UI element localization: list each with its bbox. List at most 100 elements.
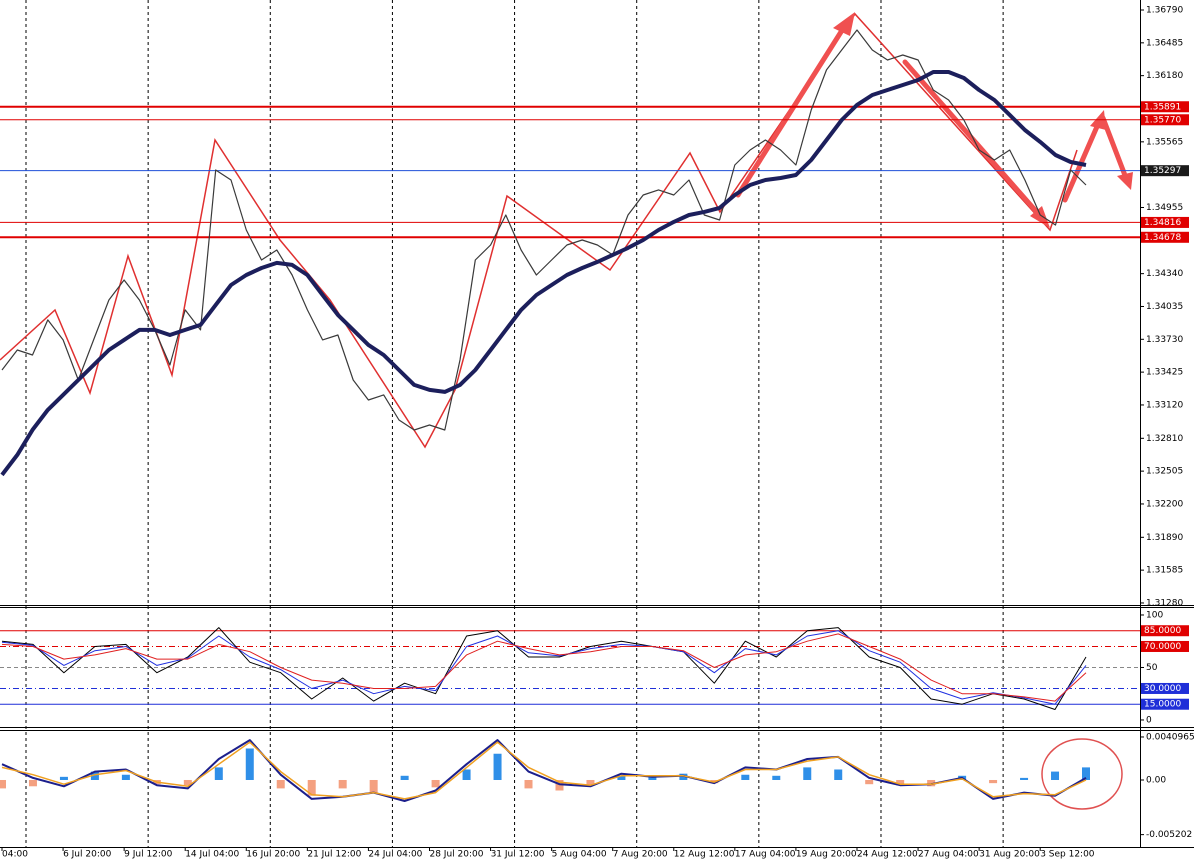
histogram-bar — [679, 773, 688, 780]
histogram-bar — [0, 779, 6, 789]
histogram-bar — [90, 771, 99, 780]
y-tick-label: -0.005202 — [1146, 830, 1192, 840]
y-tick-label: 1.33120 — [1146, 400, 1183, 410]
histogram-bar — [183, 779, 192, 786]
y-tick-label: 1.32200 — [1146, 499, 1183, 509]
y-tick-label: 1.33425 — [1146, 368, 1183, 378]
y-tick-label: 1.34955 — [1146, 203, 1183, 213]
arrow-head — [833, 12, 855, 36]
zigzag — [0, 12, 1078, 449]
histogram-bar — [214, 767, 223, 780]
y-tick-label: 0.00 — [1146, 775, 1166, 785]
histogram-bar — [741, 774, 750, 780]
x-tick-label: 28 Jul 20:00 — [429, 850, 483, 860]
level-label: 1.34678 — [1144, 233, 1181, 243]
level-label: 1.35770 — [1144, 115, 1181, 125]
histogram-bar — [648, 775, 657, 780]
y-tick-label: 1.32505 — [1146, 467, 1183, 477]
y-tick-label: 0 — [1146, 715, 1152, 725]
level-label-box — [1141, 625, 1189, 637]
y-tick-label: 1.31890 — [1146, 533, 1183, 543]
y-tick-label: 1.36485 — [1146, 38, 1183, 48]
y-tick-label: 50 — [1146, 663, 1158, 673]
x-tick-label: 21 Jul 12:00 — [307, 850, 361, 860]
x-tick-label: 31 Jul 12:00 — [491, 850, 545, 860]
histogram-bar — [462, 769, 471, 780]
x-tick-label: 24 Aug 12:00 — [857, 850, 918, 860]
histogram-bar — [803, 767, 812, 780]
histogram-bar — [586, 779, 595, 786]
y-tick-label: 1.34340 — [1146, 269, 1183, 279]
y-tick-label: 1.36790 — [1146, 6, 1183, 16]
histogram-bar — [1020, 777, 1029, 780]
histogram-bar — [400, 775, 409, 780]
histogram-bar — [617, 775, 626, 780]
x-tick-label: 27 Aug 04:00 — [918, 850, 979, 860]
series-line — [1, 741, 1087, 800]
level-label: 1.35297 — [1144, 166, 1181, 176]
histogram-bar — [59, 776, 68, 780]
arrow — [1062, 119, 1102, 203]
level-label-box — [1141, 165, 1189, 177]
histogram-bar — [369, 779, 378, 793]
histogram-bar — [493, 753, 502, 780]
level-label: 15.0000 — [1144, 700, 1181, 710]
histogram-bar — [121, 774, 130, 780]
histogram-bar — [307, 779, 316, 796]
y-tick-label: 1.31585 — [1146, 566, 1183, 576]
x-tick-label: 6 Jul 20:00 — [63, 850, 112, 860]
x-tick-label: 17 Aug 04:00 — [735, 850, 796, 860]
level-label: 30.0000 — [1144, 684, 1181, 694]
y-tick-label: 1.34035 — [1146, 302, 1183, 312]
level-label-box — [1141, 682, 1189, 694]
level-label-box — [1141, 114, 1189, 126]
histogram-bar — [431, 779, 440, 788]
series-line — [1, 29, 1087, 431]
level-label: 85.0000 — [1144, 626, 1181, 636]
histogram-bar — [276, 779, 285, 789]
histogram-bar — [989, 779, 998, 784]
level-label-box — [1141, 698, 1189, 710]
level-label: 1.35891 — [1144, 102, 1181, 112]
histogram-bar — [927, 779, 936, 787]
x-tick-label: 7 Aug 20:00 — [613, 850, 668, 860]
level-label-box — [1141, 231, 1189, 243]
x-tick-label: 5 Aug 04:00 — [552, 850, 607, 860]
level-label-box — [1141, 640, 1189, 652]
x-tick-label: 31 Aug 20:00 — [979, 850, 1040, 860]
y-tick-label: 1.33730 — [1146, 335, 1183, 345]
histogram-bar — [28, 779, 37, 787]
x-tick-label: 04:00 — [2, 850, 28, 860]
histogram-bar — [555, 779, 564, 791]
x-tick-label: 14 Jul 04:00 — [185, 850, 239, 860]
y-tick-label: 1.32810 — [1146, 434, 1183, 444]
arrow — [735, 21, 849, 198]
x-tick-label: 9 Jul 12:00 — [124, 850, 173, 860]
level-label: 70.0000 — [1144, 642, 1181, 652]
level-label-box — [1141, 216, 1189, 228]
series-line — [0, 70, 1087, 477]
x-tick-label: 19 Aug 20:00 — [796, 850, 857, 860]
annotations — [0, 12, 1133, 810]
arrow — [1100, 115, 1129, 181]
x-tick-label: 24 Jul 04:00 — [368, 850, 422, 860]
histogram-bar — [865, 779, 874, 785]
level-label: 1.34816 — [1144, 218, 1181, 228]
x-tick-label: 16 Jul 20:00 — [246, 850, 300, 860]
y-tick-label: 100 — [1146, 610, 1163, 620]
level-label-box — [1141, 101, 1189, 113]
histogram-bar — [1082, 767, 1090, 780]
y-tick-label: 1.31280 — [1146, 598, 1183, 608]
series-line — [1, 633, 1087, 702]
histogram-bar — [245, 748, 254, 780]
x-tick-label: 12 Aug 12:00 — [674, 850, 735, 860]
histogram-bar — [1051, 771, 1060, 780]
histogram-bar — [834, 769, 843, 780]
highlight-circle — [1041, 738, 1123, 810]
x-tick-label: 3 Sep 12:00 — [1040, 850, 1095, 860]
y-tick-label: 1.35565 — [1146, 137, 1183, 147]
histogram-bar — [338, 779, 347, 789]
